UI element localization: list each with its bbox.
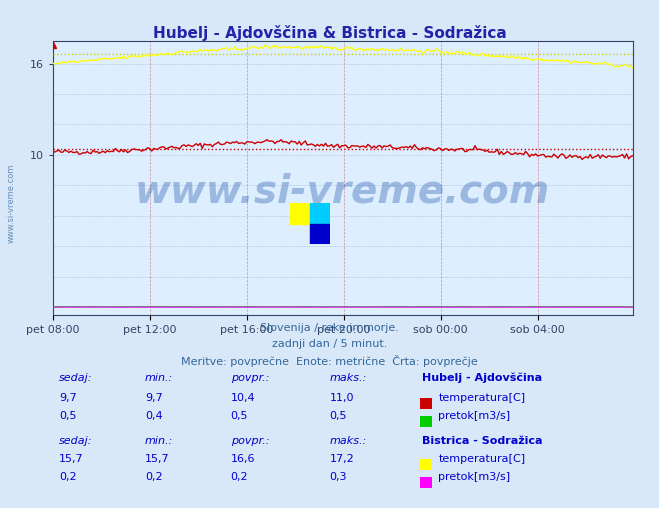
Text: 0,2: 0,2 [231,472,248,482]
Text: 9,7: 9,7 [145,393,163,403]
Text: povpr.:: povpr.: [231,373,269,383]
Text: 10,4: 10,4 [231,393,255,403]
Text: Hubelj - Ajdovščina: Hubelj - Ajdovščina [422,372,542,383]
Text: www.si-vreme.com: www.si-vreme.com [135,173,550,210]
Text: min.:: min.: [145,373,173,383]
Text: 0,2: 0,2 [59,472,77,482]
Text: 15,7: 15,7 [145,454,169,464]
Text: 0,2: 0,2 [145,472,163,482]
Text: pretok[m3/s]: pretok[m3/s] [438,472,510,482]
Bar [290,203,310,224]
Text: www.si-vreme.com: www.si-vreme.com [7,164,16,243]
Text: pretok[m3/s]: pretok[m3/s] [438,411,510,421]
Text: 0,3: 0,3 [330,472,347,482]
Text: povpr.:: povpr.: [231,436,269,447]
Text: sedaj:: sedaj: [59,436,93,447]
Text: 0,5: 0,5 [231,411,248,421]
Text: Hubelj - Ajdovščina & Bistrica - Sodražica: Hubelj - Ajdovščina & Bistrica - Sodraži… [153,25,506,41]
Text: maks.:: maks.: [330,436,367,447]
Text: Bistrica - Sodražica: Bistrica - Sodražica [422,436,542,447]
Text: 0,5: 0,5 [330,411,347,421]
Text: 17,2: 17,2 [330,454,355,464]
Text: sedaj:: sedaj: [59,373,93,383]
Text: 15,7: 15,7 [59,454,84,464]
Text: Meritve: povprečne  Enote: metrične  Črta: povprečje: Meritve: povprečne Enote: metrične Črta:… [181,355,478,367]
Text: zadnji dan / 5 minut.: zadnji dan / 5 minut. [272,339,387,349]
Text: min.:: min.: [145,436,173,447]
Text: temperatura[C]: temperatura[C] [438,393,525,403]
Text: temperatura[C]: temperatura[C] [438,454,525,464]
Text: Slovenija / reke in morje.: Slovenija / reke in morje. [260,323,399,333]
Text: 11,0: 11,0 [330,393,354,403]
Bar [310,224,330,244]
Text: 16,6: 16,6 [231,454,255,464]
Text: maks.:: maks.: [330,373,367,383]
Text: 9,7: 9,7 [59,393,77,403]
Text: 0,5: 0,5 [59,411,77,421]
Text: 0,4: 0,4 [145,411,163,421]
Bar [310,203,330,224]
